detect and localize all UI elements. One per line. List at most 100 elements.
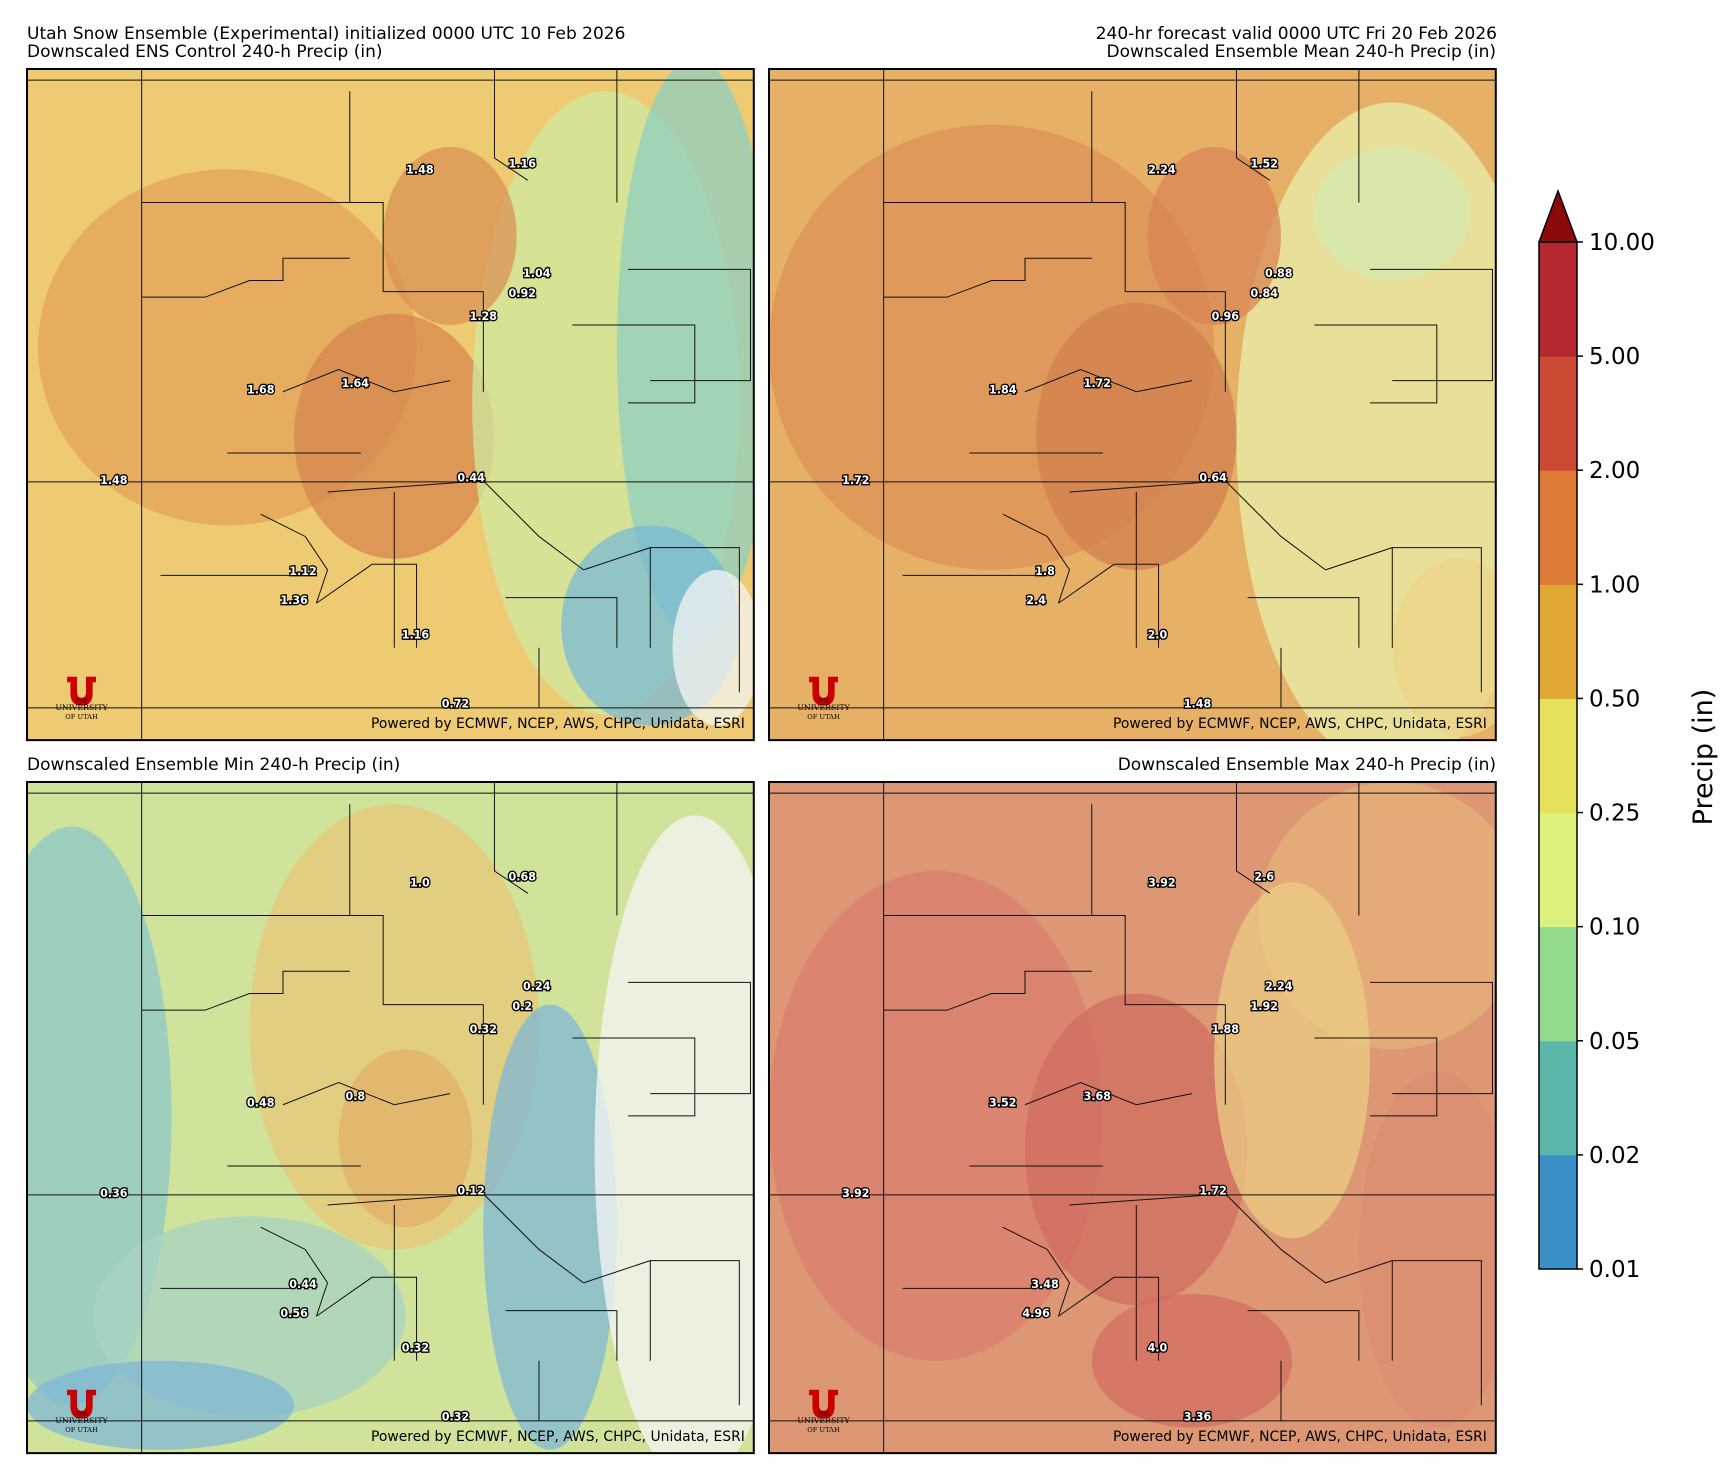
point-label: 0.2 xyxy=(512,1000,532,1013)
map-panel: 1.48 1.16 1.04 0.92 1.28 1.68 1.64 1.48 0.44 1.12… xyxy=(25,67,755,742)
boundary xyxy=(1235,69,1271,181)
header-title-left: Utah Snow Ensemble (Experimental) initia… xyxy=(27,24,625,44)
point-label: 3.48 xyxy=(1031,1278,1059,1291)
point-label: 1.92 xyxy=(1251,1000,1278,1013)
point-label: 0.12 xyxy=(457,1185,484,1198)
colorbar-segment xyxy=(1539,1154,1577,1270)
point-label: 0.96 xyxy=(1212,310,1240,323)
panel-title: Downscaled Ensemble Mean 240-h Precip (i… xyxy=(1107,42,1496,62)
panel-title: Downscaled Ensemble Min 240-h Precip (in… xyxy=(27,755,400,775)
point-label: 1.72 xyxy=(1084,377,1111,390)
colorbar-extend xyxy=(1537,188,1579,243)
point-label: 1.52 xyxy=(1251,158,1278,171)
point-label: 1.48 xyxy=(100,474,128,487)
state-top-border xyxy=(27,69,754,81)
logo-text: THE xyxy=(75,1411,88,1417)
point-label: 1.16 xyxy=(402,629,430,642)
boundary xyxy=(505,597,618,648)
logo-text: OF UTAH xyxy=(807,713,840,721)
colorbar-tick-label: 0.50 xyxy=(1589,686,1640,712)
colorbar-tick-label: 0.10 xyxy=(1589,915,1640,941)
colorbar-tick-label: 0.01 xyxy=(1589,1257,1640,1283)
boundary xyxy=(628,268,751,382)
precip-area xyxy=(1036,302,1237,570)
colorbar-frame xyxy=(1538,241,1578,1270)
boundary xyxy=(327,480,584,571)
boundary xyxy=(260,1226,329,1317)
colorbar-tick-label: 1.00 xyxy=(1589,572,1640,598)
boundary xyxy=(1091,915,1226,1006)
boundary xyxy=(1024,1081,1193,1106)
point-label: 0.72 xyxy=(442,698,469,711)
colorbar-segment xyxy=(1539,926,1577,1042)
boundary xyxy=(1314,1037,1438,1117)
colorbar-tick-label: 0.02 xyxy=(1589,1143,1640,1169)
colorbar-tick-label: 10.00 xyxy=(1589,230,1655,256)
map-panel: 2.24 1.52 0.88 0.84 0.96 1.84 1.72 1.72 0.64 1.8 2… xyxy=(767,67,1497,742)
logo-text: UNIVERSITY xyxy=(55,1416,108,1425)
boundary xyxy=(493,69,529,181)
boundary xyxy=(493,782,529,894)
map-panel: 1.0 0.68 0.24 0.2 0.32 0.48 0.8 0.36 0.12 0.44 0.5… xyxy=(25,780,755,1455)
map-layer xyxy=(769,69,1496,741)
point-label: 1.8 xyxy=(1035,565,1055,578)
logo-text: OF UTAH xyxy=(65,1426,98,1434)
boundary xyxy=(505,1310,618,1361)
point-label: 1.84 xyxy=(989,384,1017,397)
colorbar-segment xyxy=(1539,698,1577,814)
precip-area xyxy=(1024,993,1248,1306)
point-label: 3.36 xyxy=(1184,1411,1212,1424)
precip-area xyxy=(1392,558,1496,737)
precip-area xyxy=(294,313,495,559)
map-layer xyxy=(27,782,754,1454)
point-label: 0.44 xyxy=(457,472,485,485)
point-label: 1.48 xyxy=(406,163,434,176)
logo-text: THE xyxy=(817,698,830,704)
precip-area xyxy=(672,569,754,726)
precip-area xyxy=(1214,882,1371,1239)
boundary xyxy=(572,324,696,404)
point-label: 0.36 xyxy=(100,1187,128,1200)
credit: Powered by ECMWF, NCEP, AWS, CHPC, Unida… xyxy=(371,716,745,732)
panel-title: Downscaled Ensemble Max 240-h Precip (in… xyxy=(1118,755,1496,775)
boundary xyxy=(1058,563,1160,648)
point-label: 4.96 xyxy=(1022,1307,1050,1320)
point-label: 2.4 xyxy=(1026,594,1046,607)
map-layer xyxy=(27,69,754,741)
logo-text: OF UTAH xyxy=(65,713,98,721)
boundary xyxy=(650,547,740,693)
point-label: 1.12 xyxy=(289,565,316,578)
point-label: 1.72 xyxy=(842,474,869,487)
boundary xyxy=(1069,480,1326,571)
precip-area xyxy=(338,1049,473,1228)
point-label: 1.28 xyxy=(470,310,498,323)
precip-area xyxy=(594,815,754,1454)
colorbar-tick-label: 0.05 xyxy=(1589,1029,1640,1055)
logo-text: UNIVERSITY xyxy=(797,1416,850,1425)
point-label: 1.0 xyxy=(410,876,430,889)
boundary xyxy=(349,202,484,293)
point-label: 3.52 xyxy=(989,1097,1016,1110)
boundary xyxy=(1392,1260,1482,1406)
point-label: 0.8 xyxy=(345,1090,365,1103)
panel-frame xyxy=(767,67,1497,742)
colorbar-label: Precip (in) xyxy=(1688,689,1719,826)
boundary xyxy=(1002,513,1071,604)
boundary xyxy=(1069,1193,1326,1284)
logo-u xyxy=(67,1389,97,1419)
boundary xyxy=(141,970,350,1011)
point-label: 0.48 xyxy=(247,1097,275,1110)
boundary xyxy=(349,915,484,1006)
point-label: 1.88 xyxy=(1212,1023,1240,1036)
point-label: 4.0 xyxy=(1148,1342,1168,1355)
precip-area xyxy=(383,146,517,325)
logo-text: OF UTAH xyxy=(807,1426,840,1434)
boundary xyxy=(1024,368,1193,393)
point-label: 0.44 xyxy=(289,1278,317,1291)
point-label: 0.32 xyxy=(442,1411,469,1424)
colorbar-segment xyxy=(1539,470,1577,585)
boundary xyxy=(1091,202,1226,293)
boundary xyxy=(883,257,1092,298)
boundary xyxy=(1002,1226,1071,1317)
state-top-border xyxy=(769,69,1496,81)
